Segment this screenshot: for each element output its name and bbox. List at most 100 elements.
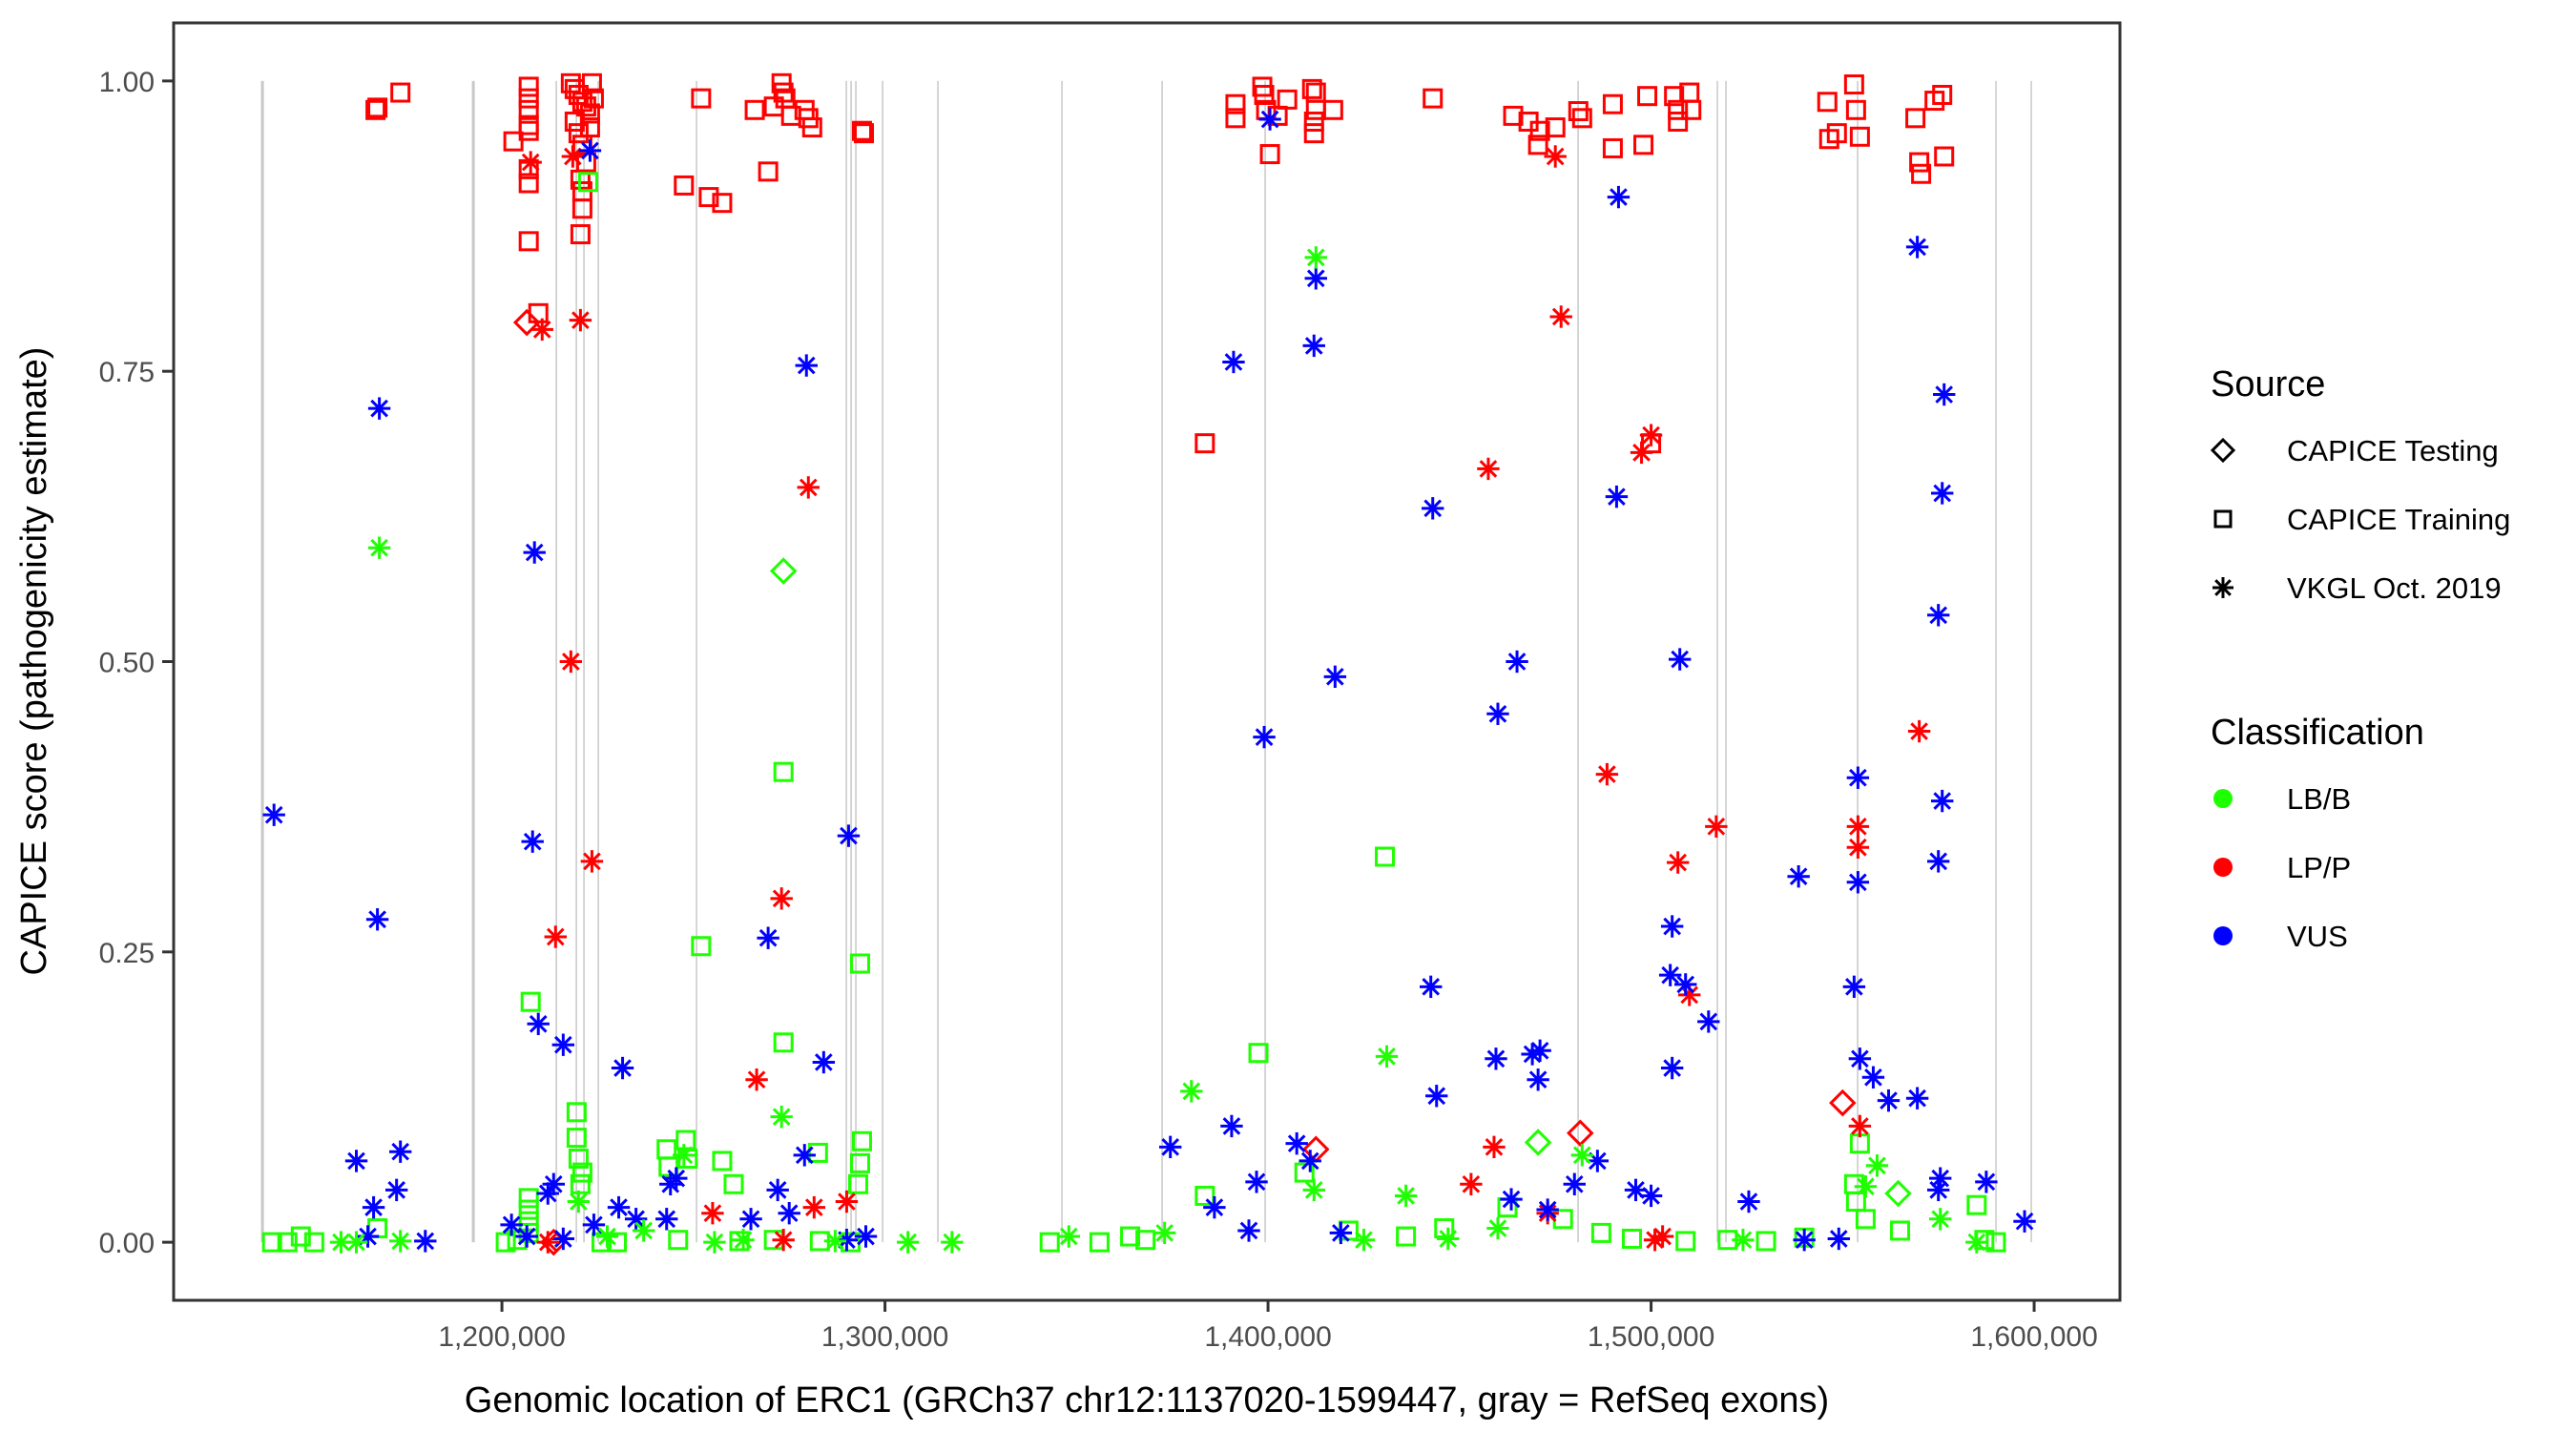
data-point-square: [577, 172, 598, 193]
data-point-asterisk: [1787, 864, 1810, 888]
data-point-asterisk: [551, 1227, 575, 1251]
data-point-square: [1668, 99, 1689, 120]
data-point-square: [1602, 137, 1623, 158]
data-point-asterisk: [1486, 1216, 1509, 1240]
data-point-square: [1845, 99, 1866, 120]
data-point-asterisk: [595, 1225, 619, 1248]
data-point-asterisk: [1842, 975, 1866, 999]
data-point-asterisk: [1483, 1135, 1506, 1159]
data-point-square: [1826, 123, 1847, 144]
data-point-square: [691, 88, 712, 109]
data-point-square: [1934, 146, 1955, 167]
data-point-asterisk: [1926, 850, 1950, 873]
data-point-asterisk: [1926, 1178, 1950, 1202]
data-point-square: [564, 111, 585, 132]
data-point-asterisk: [1304, 267, 1327, 290]
data-point-asterisk: [1506, 650, 1528, 674]
data-point-square: [1571, 108, 1592, 129]
data-point-asterisk: [1926, 604, 1950, 627]
data-point-asterisk: [1660, 1056, 1684, 1080]
data-point-square: [698, 187, 719, 208]
data-point-square: [591, 1232, 612, 1253]
data-point-square: [723, 1173, 744, 1194]
data-point-asterisk: [1486, 702, 1509, 725]
data-point-square: [518, 1211, 539, 1232]
y-axis-title: CAPICE score (pathogenicity estimate): [14, 347, 54, 976]
data-point-square: [1890, 1220, 1911, 1241]
diamond-icon: [2210, 437, 2236, 464]
data-point-asterisk: [1877, 1089, 1901, 1112]
data-point-square: [1843, 74, 1864, 95]
x-axis-title: Genomic location of ERC1 (GRCh37 chr12:1…: [465, 1380, 1829, 1421]
data-point-asterisk: [1528, 1039, 1551, 1062]
data-point-asterisk: [655, 1208, 678, 1231]
data-point-asterisk: [1848, 1114, 1872, 1138]
data-point-square: [1855, 1209, 1876, 1230]
data-point-asterisk: [1394, 1184, 1418, 1208]
legend-label: LB/B: [2287, 782, 2351, 816]
data-point-square: [566, 1128, 587, 1149]
data-point-asterisk: [515, 1225, 538, 1248]
asterisk-icon: [2212, 577, 2233, 598]
data-point-asterisk: [365, 908, 389, 931]
exon-lines: [260, 80, 2032, 1243]
data-point-square: [1248, 1043, 1269, 1064]
data-point-asterisk: [1660, 915, 1684, 938]
data-point-square: [801, 117, 822, 138]
data-point-asterisk: [544, 925, 567, 948]
data-point-square: [1375, 846, 1396, 867]
data-point-asterisk: [1965, 1231, 1988, 1254]
data-point-square: [1849, 126, 1870, 147]
data-point-asterisk: [770, 1105, 793, 1129]
data-point-asterisk: [778, 1202, 800, 1225]
data-point-square: [847, 1173, 868, 1194]
y-tick-label: 0.25: [99, 938, 155, 969]
data-point-asterisk: [1425, 1085, 1448, 1108]
data-point-square: [712, 1151, 733, 1172]
data-point-diamond: [1829, 1089, 1857, 1117]
data-point-asterisk: [793, 1144, 816, 1167]
data-point-asterisk: [559, 650, 583, 674]
data-point-asterisk: [896, 1231, 920, 1254]
data-point-asterisk: [1931, 789, 1954, 813]
data-point-asterisk: [1737, 1190, 1760, 1213]
data-point-asterisk: [795, 354, 818, 377]
data-point-asterisk: [388, 1140, 412, 1163]
data-point-square: [571, 198, 592, 219]
data-point-asterisk: [1375, 1045, 1399, 1068]
data-point-asterisk: [567, 1190, 591, 1213]
data-point-square: [568, 1148, 589, 1169]
data-point-square: [773, 1032, 794, 1053]
data-point-asterisk: [1846, 766, 1870, 789]
data-point-square: [518, 88, 539, 109]
data-point-asterisk: [835, 1190, 859, 1213]
data-point-asterisk: [1477, 457, 1500, 481]
data-point-asterisk: [1563, 1172, 1586, 1195]
data-point-square: [518, 1188, 539, 1209]
data-point-square: [668, 1230, 689, 1251]
data-point-square: [1675, 1231, 1696, 1252]
data-point-asterisk: [1323, 665, 1347, 689]
data-point-asterisk: [1153, 1221, 1176, 1245]
data-point-asterisk: [1846, 815, 1870, 839]
data-point-square: [1503, 105, 1524, 126]
data-point-asterisk: [632, 1219, 655, 1242]
data-point-diamond: [1567, 1119, 1594, 1147]
legend-source: Source CAPICE Testing CAPICE Training VKGL …: [2210, 364, 2510, 605]
data-point-asterisk: [1352, 1229, 1376, 1252]
data-point-asterisk: [703, 1231, 726, 1254]
data-point-asterisk: [1203, 1195, 1226, 1219]
data-point-square: [1301, 78, 1322, 99]
data-point-asterisk: [1460, 1172, 1483, 1195]
legend-label: CAPICE Testing: [2287, 434, 2499, 467]
data-point-asterisk: [1253, 725, 1276, 749]
data-point-asterisk: [367, 536, 391, 559]
data-point-asterisk: [1420, 975, 1443, 999]
data-point-square: [1681, 99, 1702, 120]
data-point-square: [1621, 1228, 1642, 1249]
x-tick-label: 1,300,000: [821, 1321, 948, 1353]
data-point-square: [712, 193, 733, 214]
data-point-asterisk: [551, 1033, 575, 1056]
data-point-square: [1911, 163, 1932, 184]
data-point-square: [851, 1130, 872, 1151]
